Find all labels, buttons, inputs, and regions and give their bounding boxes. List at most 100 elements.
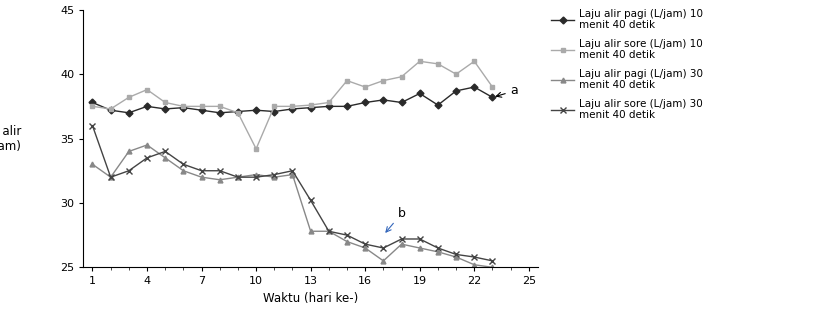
Laju alir pagi (L/jam) 10
menit 40 detik: [142, 104, 152, 108]
Laju alir pagi (L/jam) 10
menit 40 detik: [251, 108, 261, 112]
Laju alir pagi (L/jam) 30
menit 40 detik: [470, 263, 480, 267]
Laju alir sore (L/jam) 30
menit 40 detik: [251, 175, 261, 179]
Laju alir pagi (L/jam) 30
menit 40 detik: [251, 173, 261, 177]
Laju alir sore (L/jam) 10
menit 40 detik: [306, 103, 316, 107]
X-axis label: Waktu (hari ke-): Waktu (hari ke-): [263, 292, 359, 305]
Laju alir sore (L/jam) 30
menit 40 detik: [451, 253, 461, 257]
Line: Laju alir sore (L/jam) 30
menit 40 detik: Laju alir sore (L/jam) 30 menit 40 detik: [89, 123, 495, 264]
Text: a: a: [496, 84, 519, 97]
Laju alir sore (L/jam) 10
menit 40 detik: [160, 100, 170, 104]
Laju alir sore (L/jam) 30
menit 40 detik: [360, 242, 370, 246]
Laju alir sore (L/jam) 30
menit 40 detik: [379, 246, 389, 250]
Laju alir pagi (L/jam) 30
menit 40 detik: [414, 246, 425, 250]
Laju alir sore (L/jam) 30
menit 40 detik: [306, 199, 316, 202]
Laju alir sore (L/jam) 10
menit 40 detik: [106, 107, 116, 111]
Laju alir sore (L/jam) 10
menit 40 detik: [451, 72, 461, 76]
Laju alir sore (L/jam) 30
menit 40 detik: [433, 246, 443, 250]
Laju alir sore (L/jam) 10
menit 40 detik: [324, 100, 334, 104]
Laju alir sore (L/jam) 10
menit 40 detik: [414, 59, 425, 63]
Laju alir pagi (L/jam) 30
menit 40 detik: [433, 250, 443, 254]
Laju alir sore (L/jam) 30
menit 40 detik: [123, 169, 133, 173]
Laju alir sore (L/jam) 10
menit 40 detik: [487, 85, 497, 89]
Laju alir sore (L/jam) 10
menit 40 detik: [360, 85, 370, 89]
Laju alir sore (L/jam) 30
menit 40 detik: [342, 233, 352, 237]
Laju alir sore (L/jam) 30
menit 40 detik: [160, 149, 170, 154]
Laju alir sore (L/jam) 10
menit 40 detik: [342, 79, 352, 82]
Laju alir sore (L/jam) 30
menit 40 detik: [269, 173, 279, 177]
Laju alir pagi (L/jam) 10
menit 40 detik: [487, 96, 497, 99]
Laju alir pagi (L/jam) 10
menit 40 detik: [106, 108, 116, 112]
Laju alir pagi (L/jam) 30
menit 40 detik: [123, 149, 133, 154]
Laju alir pagi (L/jam) 10
menit 40 detik: [288, 107, 298, 111]
Laju alir pagi (L/jam) 10
menit 40 detik: [178, 106, 188, 110]
Laju alir pagi (L/jam) 30
menit 40 detik: [397, 242, 407, 246]
Laju alir sore (L/jam) 10
menit 40 detik: [251, 147, 261, 151]
Laju alir pagi (L/jam) 30
menit 40 detik: [342, 240, 352, 244]
Line: Laju alir pagi (L/jam) 10
menit 40 detik: Laju alir pagi (L/jam) 10 menit 40 detik: [90, 85, 495, 115]
Laju alir pagi (L/jam) 10
menit 40 detik: [215, 111, 225, 115]
Laju alir sore (L/jam) 30
menit 40 detik: [288, 169, 298, 173]
Legend: Laju alir pagi (L/jam) 10
menit 40 detik, Laju alir sore (L/jam) 10
menit 40 det: Laju alir pagi (L/jam) 10 menit 40 detik…: [547, 5, 707, 124]
Laju alir sore (L/jam) 10
menit 40 detik: [233, 111, 243, 115]
Laju alir pagi (L/jam) 10
menit 40 detik: [342, 104, 352, 108]
Laju alir sore (L/jam) 30
menit 40 detik: [233, 175, 243, 179]
Line: Laju alir sore (L/jam) 10
menit 40 detik: Laju alir sore (L/jam) 10 menit 40 detik: [90, 59, 495, 151]
Laju alir pagi (L/jam) 30
menit 40 detik: [306, 229, 316, 233]
Laju alir sore (L/jam) 30
menit 40 detik: [215, 169, 225, 173]
Laju alir sore (L/jam) 10
menit 40 detik: [269, 104, 279, 108]
Laju alir sore (L/jam) 30
menit 40 detik: [470, 255, 480, 259]
Laju alir pagi (L/jam) 10
menit 40 detik: [197, 108, 207, 112]
Laju alir sore (L/jam) 30
menit 40 detik: [142, 156, 152, 160]
Laju alir pagi (L/jam) 30
menit 40 detik: [487, 265, 497, 269]
Laju alir pagi (L/jam) 10
menit 40 detik: [123, 111, 133, 115]
Laju alir sore (L/jam) 30
menit 40 detik: [197, 169, 207, 173]
Laju alir pagi (L/jam) 30
menit 40 detik: [451, 255, 461, 259]
Laju alir pagi (L/jam) 30
menit 40 detik: [160, 156, 170, 160]
Laju alir sore (L/jam) 30
menit 40 detik: [178, 162, 188, 166]
Laju alir sore (L/jam) 10
menit 40 detik: [88, 104, 98, 108]
Laju alir sore (L/jam) 30
menit 40 detik: [324, 229, 334, 233]
Laju alir sore (L/jam) 30
menit 40 detik: [414, 237, 425, 241]
Laju alir sore (L/jam) 30
menit 40 detik: [487, 259, 497, 263]
Y-axis label: Laju alir
(L/jam): Laju alir (L/jam): [0, 125, 22, 153]
Laju alir sore (L/jam) 10
menit 40 detik: [142, 88, 152, 92]
Laju alir sore (L/jam) 30
menit 40 detik: [88, 124, 98, 128]
Laju alir pagi (L/jam) 10
menit 40 detik: [306, 106, 316, 110]
Laju alir pagi (L/jam) 10
menit 40 detik: [88, 100, 98, 104]
Laju alir pagi (L/jam) 10
menit 40 detik: [160, 107, 170, 111]
Laju alir sore (L/jam) 10
menit 40 detik: [178, 104, 188, 108]
Laju alir sore (L/jam) 10
menit 40 detik: [215, 104, 225, 108]
Laju alir pagi (L/jam) 10
menit 40 detik: [470, 85, 480, 89]
Laju alir pagi (L/jam) 30
menit 40 detik: [324, 229, 334, 233]
Laju alir pagi (L/jam) 30
menit 40 detik: [215, 178, 225, 182]
Laju alir pagi (L/jam) 30
menit 40 detik: [379, 259, 389, 263]
Laju alir pagi (L/jam) 30
menit 40 detik: [178, 169, 188, 173]
Laju alir pagi (L/jam) 10
menit 40 detik: [379, 98, 389, 102]
Laju alir sore (L/jam) 10
menit 40 detik: [433, 62, 443, 66]
Laju alir sore (L/jam) 10
menit 40 detik: [379, 79, 389, 82]
Laju alir sore (L/jam) 10
menit 40 detik: [288, 104, 298, 108]
Laju alir pagi (L/jam) 10
menit 40 detik: [433, 103, 443, 107]
Laju alir pagi (L/jam) 10
menit 40 detik: [233, 110, 243, 113]
Line: Laju alir pagi (L/jam) 30
menit 40 detik: Laju alir pagi (L/jam) 30 menit 40 detik: [90, 142, 495, 270]
Laju alir pagi (L/jam) 10
menit 40 detik: [451, 89, 461, 93]
Laju alir pagi (L/jam) 30
menit 40 detik: [233, 175, 243, 179]
Laju alir pagi (L/jam) 30
menit 40 detik: [106, 175, 116, 179]
Laju alir sore (L/jam) 10
menit 40 detik: [397, 75, 407, 79]
Laju alir pagi (L/jam) 30
menit 40 detik: [197, 175, 207, 179]
Laju alir pagi (L/jam) 30
menit 40 detik: [288, 173, 298, 177]
Laju alir pagi (L/jam) 30
menit 40 detik: [88, 162, 98, 166]
Laju alir sore (L/jam) 10
menit 40 detik: [470, 59, 480, 63]
Laju alir pagi (L/jam) 10
menit 40 detik: [397, 100, 407, 104]
Laju alir sore (L/jam) 10
menit 40 detik: [123, 96, 133, 99]
Laju alir sore (L/jam) 10
menit 40 detik: [197, 104, 207, 108]
Laju alir sore (L/jam) 30
menit 40 detik: [397, 237, 407, 241]
Laju alir pagi (L/jam) 10
menit 40 detik: [324, 104, 334, 108]
Laju alir pagi (L/jam) 30
menit 40 detik: [142, 143, 152, 147]
Laju alir pagi (L/jam) 10
menit 40 detik: [269, 110, 279, 113]
Text: b: b: [386, 207, 406, 232]
Laju alir pagi (L/jam) 10
menit 40 detik: [360, 100, 370, 104]
Laju alir pagi (L/jam) 10
menit 40 detik: [414, 92, 425, 96]
Laju alir sore (L/jam) 30
menit 40 detik: [106, 175, 116, 179]
Laju alir pagi (L/jam) 30
menit 40 detik: [360, 246, 370, 250]
